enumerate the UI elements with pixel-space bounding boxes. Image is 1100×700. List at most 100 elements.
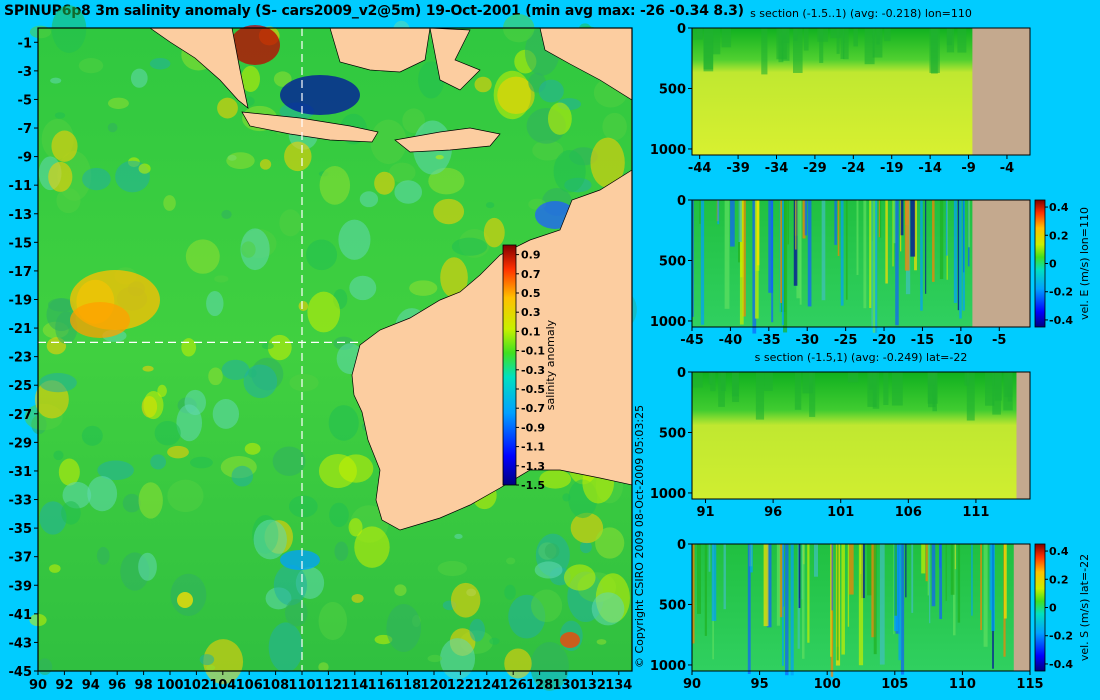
eddy-mark [39,501,67,535]
section-x-tick-label: 101 [827,505,854,520]
section-x-tick-label: -5 [992,333,1006,348]
velocity-streak [945,200,948,256]
velocity-streak [742,200,746,317]
eddy-mark [107,97,129,109]
velocity-streak [959,200,962,319]
velocity-streak [867,544,872,596]
eddy-mark [189,456,213,469]
section-x-tick-label: 96 [764,505,782,520]
section-land [1013,544,1030,671]
colorbar-tick-label: -1.5 [521,479,545,492]
map-frame [37,27,633,672]
velocity-streak [939,544,943,620]
colorbar-tick-label: -1.1 [521,441,545,454]
velocity-streak [780,200,783,304]
eddy-mark [268,622,303,673]
eddy-mark [87,476,118,512]
section-colorbar-tick-label: 0.4 [1049,201,1069,214]
velocity-streak [920,200,923,311]
eddy-mark [359,191,379,208]
velocity-streak [849,544,854,595]
eddy-mark [163,195,176,211]
x-tick-label: 124 [473,678,500,693]
section-x-tick-label: 100 [814,677,841,692]
salinity-streak [802,372,813,394]
velocity-streak [699,200,701,224]
anomaly-patch [560,632,580,648]
eddy-mark [138,482,163,519]
section-x-tick-label: -40 [719,333,743,348]
velocity-streak [925,200,927,294]
salinity-streak [755,372,765,420]
y-tick-label: -3 [18,65,32,80]
eddy-mark [157,384,167,398]
section-x-tick-label: -14 [918,161,942,176]
velocity-streak [875,200,878,333]
eddy-mark [58,458,80,486]
y-tick-label: -13 [9,208,33,223]
section-x-tick-label: -39 [726,161,750,176]
velocity-streak [836,544,839,661]
velocity-streak [927,544,929,596]
eddy-mark [579,541,592,554]
salinity-streak [696,28,703,39]
section-x-tick-label: -19 [880,161,904,176]
eddy-mark [243,364,278,399]
section-y-tick-label: 0 [677,366,686,381]
anomaly-patch [230,25,280,65]
colorbar-tick-label: -0.9 [521,421,545,434]
velocity-streak [911,544,914,613]
velocity-streak [885,200,888,284]
section-colorbar-tick-label: -0.4 [1049,658,1073,671]
salinity-streak [710,372,716,392]
eddy-mark [394,584,407,596]
eddy-mark [289,373,319,392]
velocity-streak [798,544,801,609]
y-tick-label: -11 [9,179,33,194]
eddy-mark [217,97,238,119]
velocity-streak [925,544,928,582]
velocity-streak [781,544,784,666]
section-x-tick-label: -10 [949,333,973,348]
velocity-streak [893,544,895,635]
eddy-mark [504,648,532,679]
velocity-streak [787,200,789,245]
velocity-streak [796,200,801,299]
velocity-streak [711,544,717,621]
section-x-tick-label: -9 [961,161,975,176]
velocity-streak [991,544,995,631]
section-x-tick-label: -34 [765,161,789,176]
x-tick-label: 120 [420,678,447,693]
section-x-tick-label: -24 [842,161,866,176]
salinity-streak [830,28,842,39]
salinity-streak [764,372,773,391]
velocity-streak [968,200,971,248]
salinity-streak [836,28,840,54]
eddy-mark [437,560,468,577]
velocity-streak [754,200,759,319]
x-tick-label: 104 [209,678,236,693]
x-tick-label: 106 [236,678,263,693]
eddy-mark [253,519,287,560]
section-colorbar-tick-label: 0.2 [1049,229,1069,242]
eddy-mark [81,425,103,446]
salinity-streak [703,28,714,70]
eddy-mark [107,122,118,133]
section-land [972,28,1030,155]
colorbar-tick-label: -1.3 [521,460,545,473]
salinity-streak [794,372,802,410]
eddy-mark [338,219,371,260]
salinity-streak [872,372,880,409]
eddy-mark [388,162,416,183]
eddy-mark [199,654,215,666]
eddy-mark [272,446,306,476]
section-x-tick-label: 91 [696,505,714,520]
map-y-axis: -1 -3 -5 -7 -9 -11 -13 -15 -17 -19 -21 -23 -25 -27 -29… [9,36,38,680]
eddy-mark [284,141,312,172]
eddy-mark [428,167,465,195]
velocity-streak [790,544,794,676]
sulawesi-land [429,27,481,91]
velocity-streak [869,200,872,308]
eddy-mark [167,445,189,459]
eddy-mark [184,389,206,416]
